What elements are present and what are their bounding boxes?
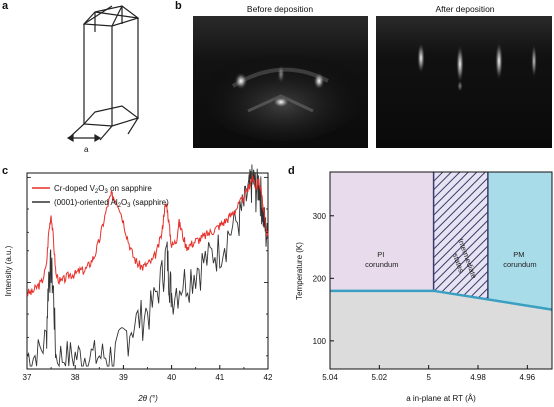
xrd-x-tick-label: 37 [23,373,32,382]
series-line-al2o3 [26,164,269,368]
phase-x-tick-label: 4.96 [520,373,536,382]
phase-y-tick-label: 200 [313,274,327,283]
low-temperature-region [330,290,552,369]
phase-plot-frame [329,171,553,370]
phase-x-tick-label: 5.04 [322,373,338,382]
pm-corundum-region [487,172,552,310]
xrd-plot-frame [26,172,269,370]
lattice-label: a [84,145,89,154]
series-line-cr-v2o3 [26,174,269,297]
pm-region-label: PM corundum [503,250,536,269]
after-deposition-title: After deposition [435,4,495,14]
panel-letter-a: a [2,0,9,12]
xrd-x-tick-label: 39 [119,373,128,382]
phase-y-axis-label: Temperature (K) [295,242,304,300]
xrd-x-tick-label: 38 [71,373,80,382]
phase-y-tick-label: 100 [313,337,327,346]
legend-label-al2o3: (0001)-oriented Al2O3 (sapphire) [54,198,169,209]
phase-x-tick-label: 4.98 [470,373,486,382]
xrd-x-tick-label: 41 [215,373,224,382]
crystal-lattice-sketch: a [66,5,140,154]
pi-corundum-region [330,172,434,291]
xrd-x-axis-label: 2θ (°) [137,394,158,403]
before-deposition-title: Before deposition [246,4,314,14]
legend-label-cr-v2o3: Cr-doped V2O3 on sapphire [54,184,152,195]
intermediate-states-region [433,172,488,300]
xrd-chart: 37 38 39 40 41 42 Cr-doped V2O3 on sapphire (… [4,164,273,403]
phase-x-axis-label: a in-plane at RT (Å) [406,394,476,403]
xrd-legend: Cr-doped V2O3 on sapphire (0001)-oriente… [32,184,169,209]
phase-y-tick-label: 300 [313,212,327,221]
panel-letter-d: d [288,165,295,177]
lattice-arrow [66,133,102,143]
phase-x-tick-label: 5 [426,373,431,382]
rheed-after-image [376,16,552,148]
phase-x-tick-label: 5.02 [372,373,388,382]
panel-letter-c: c [2,165,9,177]
pi-region-label: PI corundum [365,250,398,269]
transition-line [330,289,553,311]
panel-letter-b: b [175,0,182,12]
rheed-before-image [193,16,368,148]
xrd-x-tick-label: 40 [167,373,176,382]
xrd-x-tick-label: 42 [264,373,273,382]
xrd-y-axis-label: Intensity (a.u.) [4,245,13,296]
